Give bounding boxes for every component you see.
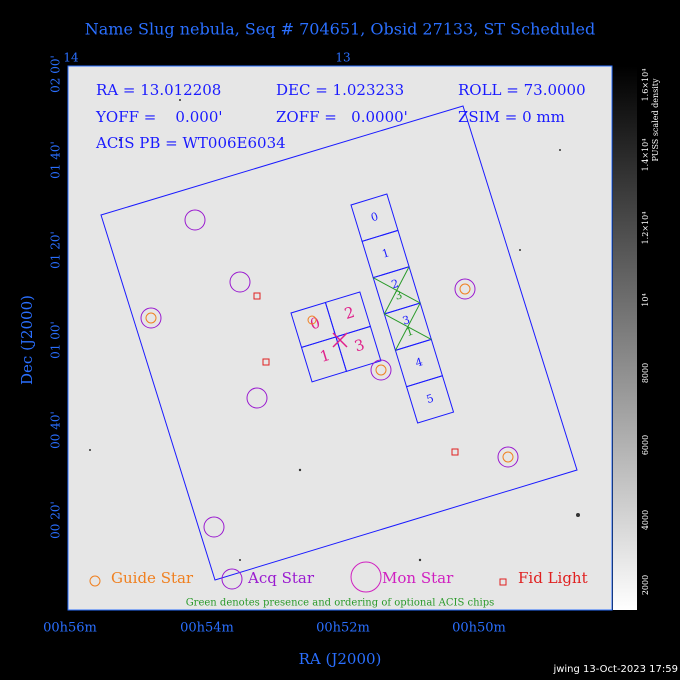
chip-label: 3 xyxy=(401,313,411,327)
chip-label: 1 xyxy=(380,246,390,260)
info: ZOFF = 0.0000' xyxy=(276,108,408,126)
colorbar-tick: 2000 xyxy=(641,575,650,595)
y-axis-label: Dec (J2000) xyxy=(18,295,36,385)
y-tick-label: 01 40' xyxy=(49,141,63,179)
y-tick-label: 02 00' xyxy=(49,55,63,93)
x-tick-label: 00h50m xyxy=(452,621,506,636)
legend-marker xyxy=(499,578,507,586)
colorbar-tick: 8000 xyxy=(641,363,650,383)
colorbar-tick: 10⁴ xyxy=(641,293,650,306)
info: ROLL = 73.0000 xyxy=(458,81,586,99)
sky-image xyxy=(67,65,613,611)
legend-text: Guide Star xyxy=(111,569,194,587)
colorbar-tick: 4000 xyxy=(641,510,650,530)
acis-s-chips: 0 1 2 3 4 5 3 1 xyxy=(350,193,455,424)
colorbar xyxy=(613,66,637,610)
colorbar-tick: 1.2×10⁴ xyxy=(641,212,650,245)
aimpoint xyxy=(332,332,348,348)
legend-marker xyxy=(350,561,382,593)
chip-label: 5 xyxy=(425,392,435,406)
legend-text: Mon Star xyxy=(382,569,454,587)
stars xyxy=(89,99,580,562)
legend-marker xyxy=(221,568,243,590)
acq-stars xyxy=(140,209,519,538)
colorbar-tick: 6000 xyxy=(641,435,650,455)
x-tick-label: 00h56m xyxy=(43,621,97,636)
y-tick-label: 01 20' xyxy=(49,231,63,269)
x-axis-label: RA (J2000) xyxy=(299,650,382,668)
fid-lights xyxy=(253,292,459,456)
chip-label: 2 xyxy=(390,277,400,291)
info: ZSIM = 0 mm xyxy=(458,108,565,126)
info: ACIS PB = WT006E6034 xyxy=(95,134,286,152)
optional-chip-label: 3 xyxy=(393,288,403,302)
colorbar-tick: 1.6×10⁴ xyxy=(641,69,650,102)
x-tick-label: 00h52m xyxy=(316,621,370,636)
legend-marker xyxy=(89,575,101,587)
note: Green denotes presence and ordering of o… xyxy=(186,598,495,609)
title: Name Slug nebula, Seq # 704651, Obsid 27… xyxy=(85,20,596,39)
footer: jwing 13-Oct-2023 17:59 xyxy=(552,664,678,675)
chip-label: 4 xyxy=(414,355,424,369)
colorbar-tick: 1.4×10⁴ xyxy=(641,139,650,172)
chip-label: 0 xyxy=(369,210,379,224)
y-tick-label: 00 20' xyxy=(49,501,63,539)
info: YOFF = 0.000' xyxy=(95,108,223,126)
info: RA = 13.012208 xyxy=(96,81,221,99)
y-tick-label: 01 00' xyxy=(49,321,63,359)
colorbar-label: PUSS scaled density xyxy=(651,78,660,162)
x-tick-label: 00h54m xyxy=(180,621,234,636)
optional-chip-label: 1 xyxy=(404,325,414,339)
top-tick: 14 xyxy=(63,51,79,65)
info: DEC = 1.023233 xyxy=(276,81,404,99)
field-outline xyxy=(100,105,578,581)
legend-text: Acq Star xyxy=(247,569,315,587)
y-tick-label: 00 40' xyxy=(49,411,63,449)
legend-text: Fid Light xyxy=(518,569,588,587)
guide-stars xyxy=(145,283,514,463)
top-tick: 13 xyxy=(335,51,350,65)
